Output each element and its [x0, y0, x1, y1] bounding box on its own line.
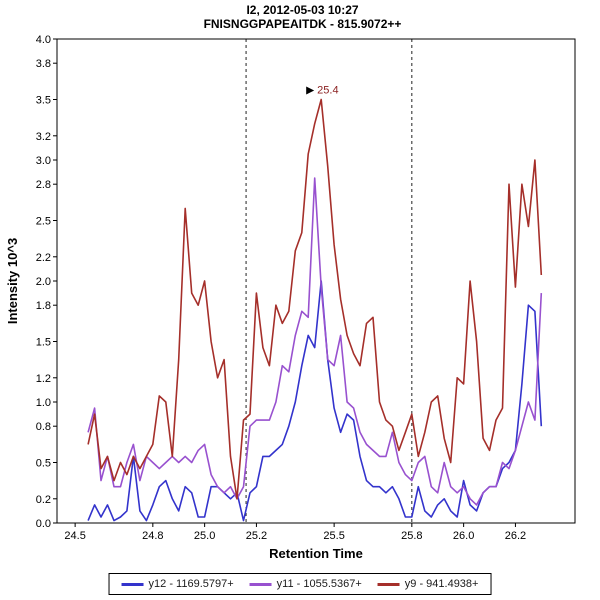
- series-color-line-icon: [249, 582, 272, 586]
- x-axis-title: Retention Time: [269, 546, 363, 561]
- plot-area[interactable]: [57, 39, 575, 523]
- chart-title: I2, 2012-05-03 10:27: [246, 3, 359, 17]
- x-tick-label: 25.5: [323, 530, 344, 542]
- series-label: y12 - 1169.5797+: [148, 578, 234, 590]
- x-tick-label: 26.0: [453, 530, 474, 542]
- x-tick-label: 24.8: [142, 530, 163, 542]
- series-line-y9: [87, 98, 543, 500]
- legend-item-y11: y11 - 1055.5367+: [249, 578, 362, 590]
- x-tick-label: 25.2: [246, 530, 267, 542]
- series-color-line-icon: [377, 582, 400, 586]
- chart-header: I2, 2012-05-03 10:27 FNISNGGPAPEAITDK - …: [30, 3, 575, 31]
- y-tick-label: 2.8: [36, 179, 51, 191]
- y-tick-label: 1.5: [36, 337, 51, 349]
- chart-subtitle: FNISNGGPAPEAITDK - 815.9072++: [203, 17, 402, 31]
- x-tick-label: 26.2: [505, 530, 526, 542]
- series-label: y11 - 1055.5367+: [276, 578, 362, 590]
- y-tick-label: 1.8: [36, 300, 51, 312]
- legend: y12 - 1169.5797+ y11 - 1055.5367+ y9 - 9…: [108, 573, 492, 595]
- y-tick-label: 2.5: [36, 216, 51, 228]
- y-tick-label: 3.2: [36, 131, 51, 143]
- series-color-line-icon: [121, 582, 144, 586]
- x-tick-label: 24.5: [64, 530, 85, 542]
- legend-item-y12: y12 - 1169.5797+: [121, 578, 234, 590]
- y-tick-label: 2.0: [36, 276, 51, 288]
- peak-pointer-icon: [306, 86, 315, 95]
- legend-item-y9: y9 - 941.4938+: [377, 578, 479, 590]
- series-line-y12: [87, 280, 543, 522]
- y-tick-label: 4.0: [36, 34, 51, 46]
- x-tick-label: 25.8: [401, 530, 422, 542]
- x-tick-label: 25.0: [194, 530, 215, 542]
- y-axis-title: Intensity 10^3: [5, 238, 20, 324]
- series-line-y11: [87, 177, 543, 506]
- y-tick-label: 0.5: [36, 458, 51, 470]
- series-label: y9 - 941.4938+: [404, 578, 479, 590]
- y-tick-label: 3.5: [36, 95, 51, 107]
- y-tick-label: 2.2: [36, 252, 51, 264]
- y-tick-label: 3.0: [36, 155, 51, 167]
- y-tick-label: 1.2: [36, 373, 51, 385]
- y-tick-label: 0.0: [36, 518, 51, 530]
- peak-annotation-label[interactable]: 25.4: [317, 85, 338, 97]
- y-tick-label: 1.0: [36, 397, 51, 409]
- y-tick-label: 0.8: [36, 421, 51, 433]
- y-tick-label: 0.2: [36, 494, 51, 506]
- y-tick-label: 3.8: [36, 58, 51, 70]
